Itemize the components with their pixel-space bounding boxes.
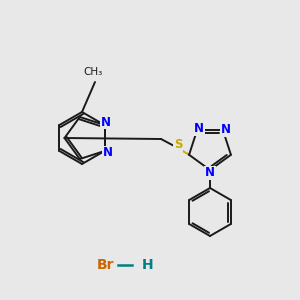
Text: N: N — [103, 146, 112, 160]
Text: N: N — [100, 116, 110, 128]
Text: H: H — [142, 258, 154, 272]
Text: S: S — [174, 139, 182, 152]
Text: N: N — [205, 167, 215, 179]
Text: CH₃: CH₃ — [83, 67, 103, 77]
Text: N: N — [194, 122, 204, 135]
Text: Br: Br — [96, 258, 114, 272]
Text: N: N — [221, 123, 231, 136]
